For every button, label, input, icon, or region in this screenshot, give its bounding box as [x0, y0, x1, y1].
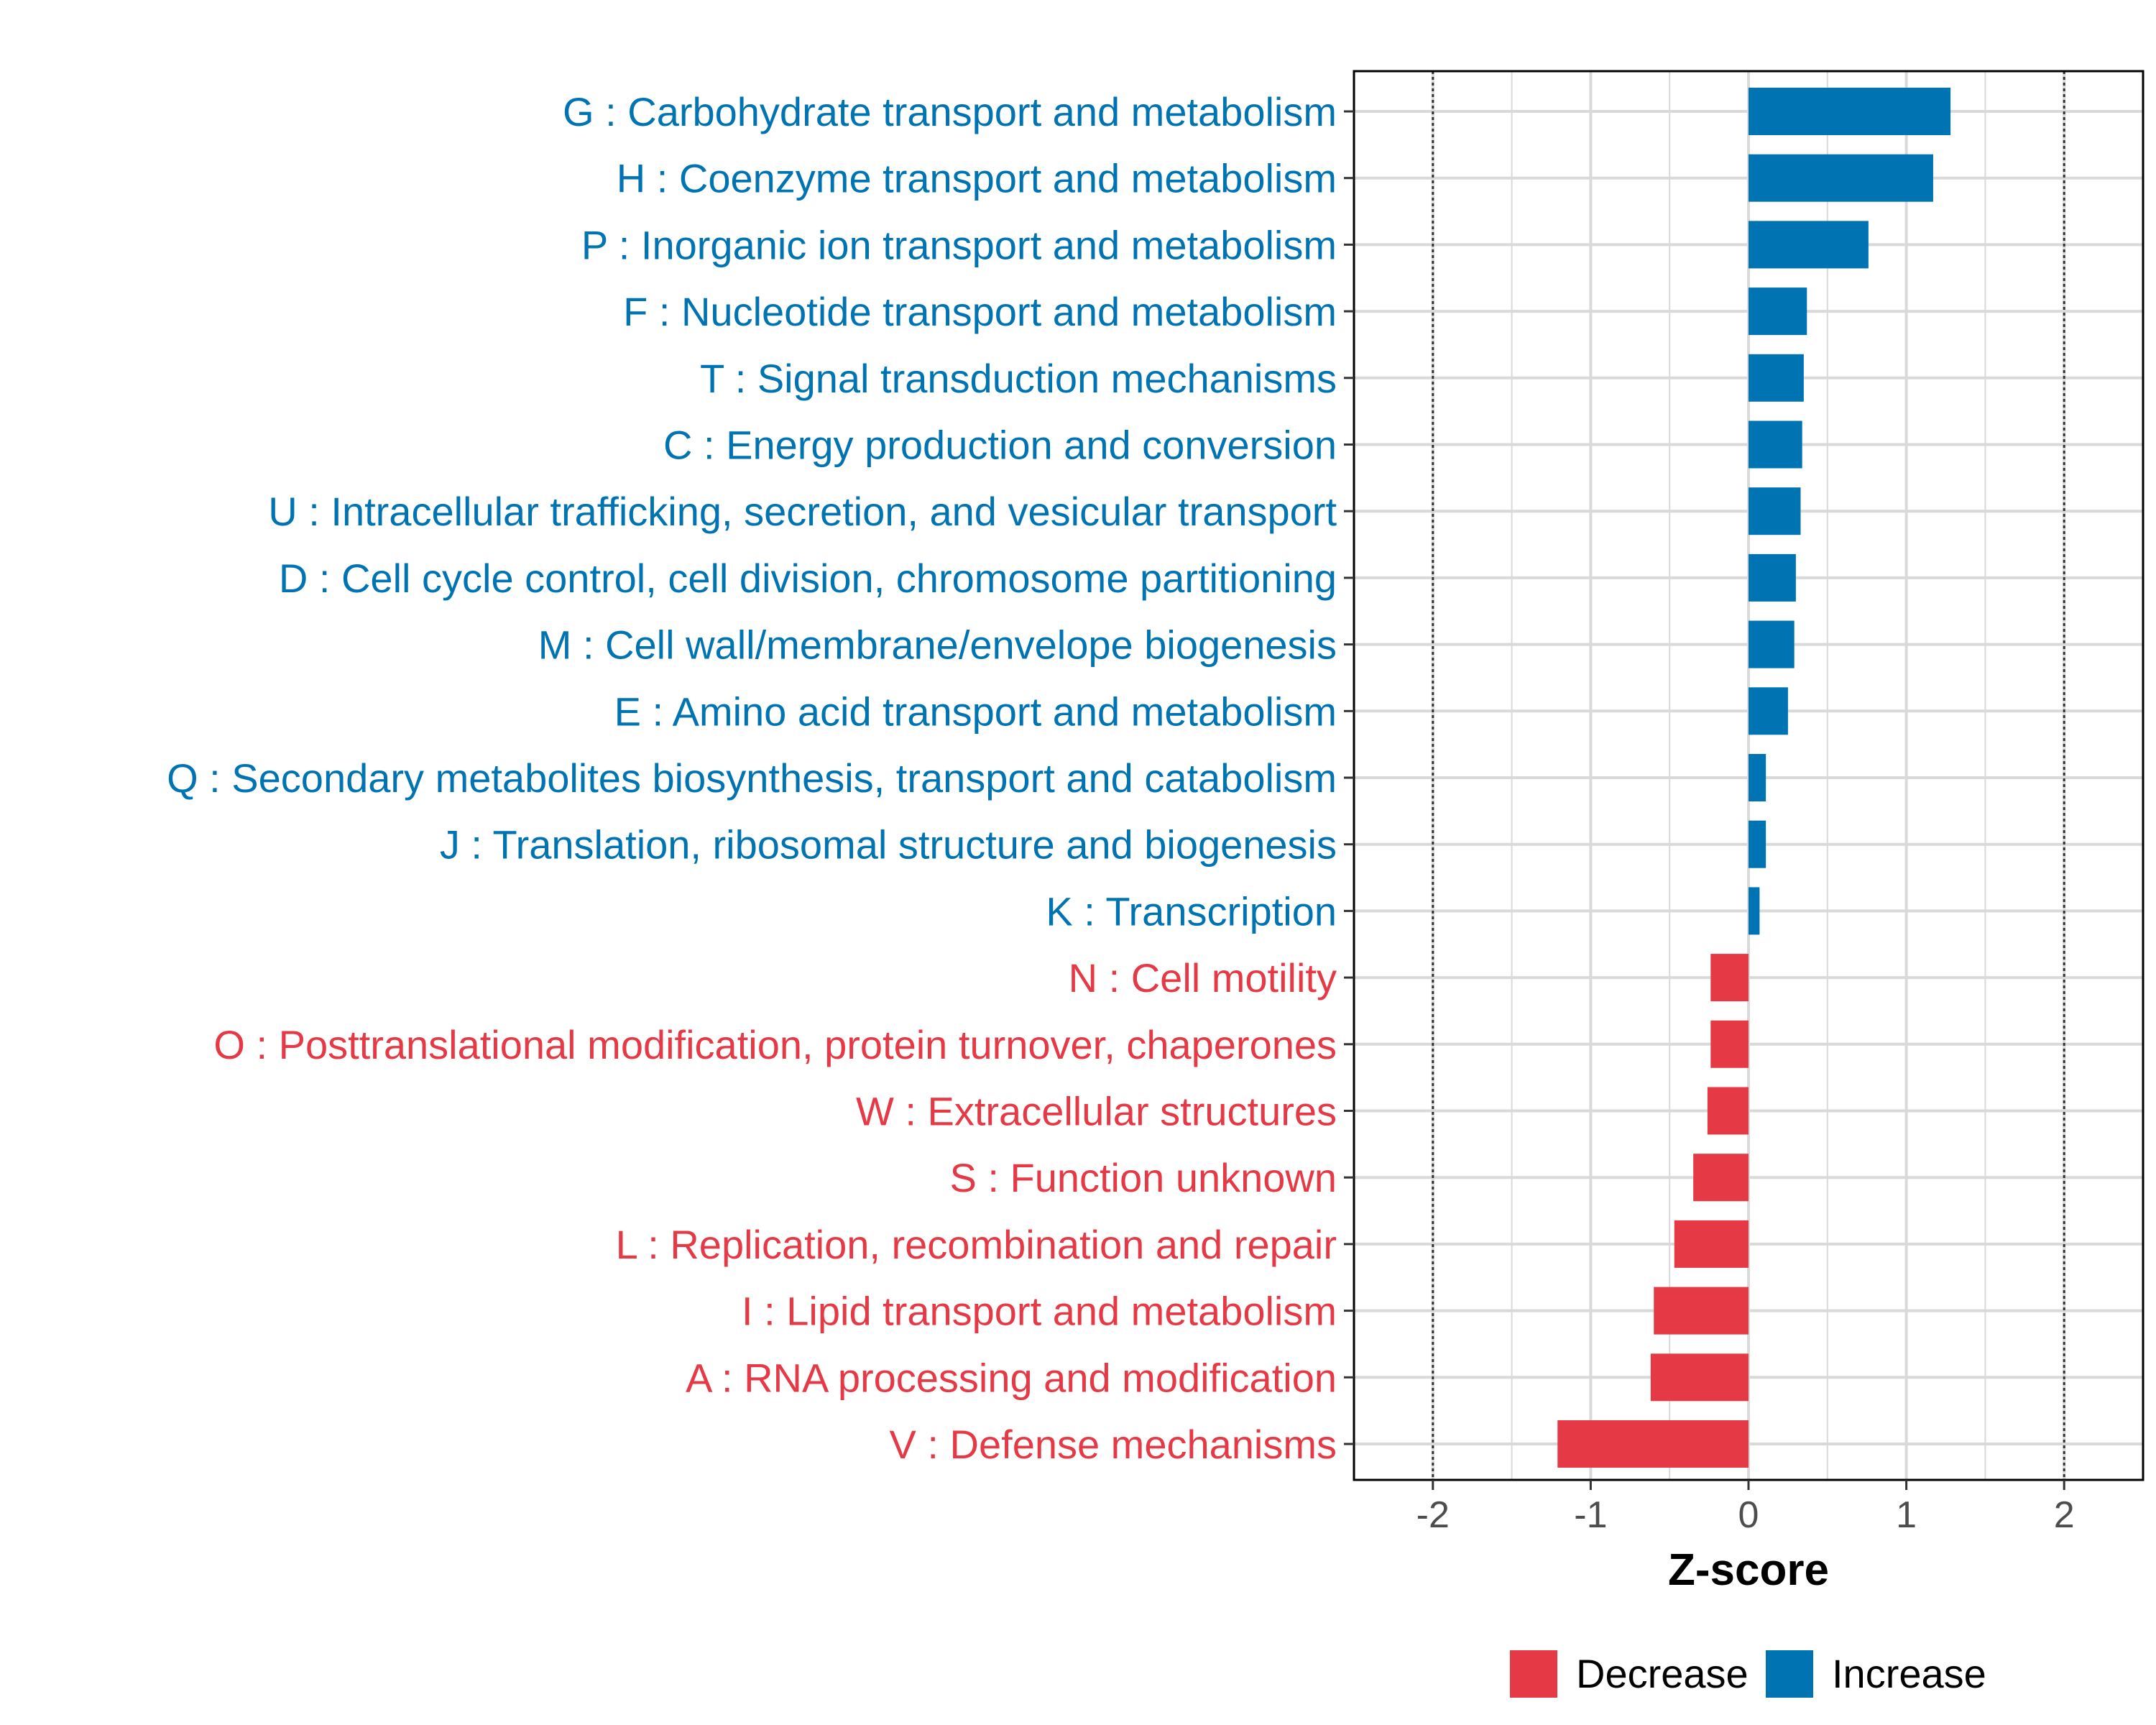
bar-layer	[1557, 88, 1951, 1468]
x-axis-title: Z-score	[1668, 1545, 1829, 1595]
bar	[1749, 487, 1801, 535]
bar	[1707, 1087, 1749, 1135]
bar	[1710, 1020, 1749, 1068]
bar	[1650, 1353, 1749, 1402]
category-label: P : Inorganic ion transport and metaboli…	[581, 222, 1337, 267]
category-label: I : Lipid transport and metabolism	[742, 1289, 1337, 1334]
category-label: Q : Secondary metabolites biosynthesis, …	[167, 755, 1337, 801]
bar	[1749, 620, 1795, 668]
legend: Decrease Increase	[1510, 1650, 1986, 1698]
bar	[1749, 88, 1951, 135]
x-tick-label: -1	[1574, 1494, 1607, 1536]
category-label: J : Translation, ribosomal structure and…	[440, 822, 1337, 868]
category-label: A : RNA processing and modification	[686, 1355, 1337, 1400]
legend-key	[1510, 1650, 1557, 1698]
x-tick-label: 2	[2054, 1494, 2075, 1536]
category-label: U : Intracellular trafficking, secretion…	[268, 489, 1337, 534]
bar	[1557, 1420, 1749, 1468]
category-label: S : Function unknown	[949, 1155, 1337, 1200]
bar	[1654, 1287, 1749, 1335]
category-label: M : Cell wall/membrane/envelope biogenes…	[538, 622, 1337, 668]
category-label: T : Signal transduction mechanisms	[700, 356, 1337, 401]
legend-label: Increase	[1832, 1651, 1986, 1696]
category-label: L : Replication, recombination and repai…	[616, 1222, 1337, 1267]
bar	[1749, 754, 1766, 801]
legend-label: Decrease	[1576, 1651, 1749, 1696]
category-label: K : Transcription	[1046, 888, 1337, 934]
category-label: C : Energy production and conversion	[663, 423, 1337, 468]
bar	[1749, 420, 1802, 469]
category-label: O : Posttranslational modification, prot…	[213, 1022, 1337, 1067]
bar	[1749, 887, 1760, 935]
x-tick-label: 1	[1896, 1494, 1917, 1536]
x-tick-label: -2	[1416, 1494, 1450, 1536]
category-label: D : Cell cycle control, cell division, c…	[279, 556, 1337, 601]
bar	[1693, 1154, 1749, 1202]
bar	[1749, 820, 1766, 868]
category-label: N : Cell motility	[1069, 955, 1337, 1000]
x-tick-label: 0	[1738, 1494, 1759, 1536]
x-axis-ticks: -2 -1 0 1 2	[1416, 1480, 2075, 1536]
bar	[1749, 354, 1804, 402]
category-label: G : Carbohydrate transport and metabolis…	[563, 89, 1337, 134]
bar	[1749, 687, 1788, 735]
category-label: F : Nucleotide transport and metabolism	[623, 289, 1337, 334]
bar	[1749, 553, 1796, 602]
legend-key	[1766, 1650, 1813, 1698]
bar	[1710, 954, 1749, 1002]
bar	[1749, 221, 1869, 269]
bar	[1749, 288, 1807, 336]
bar	[1674, 1220, 1749, 1268]
bar	[1749, 154, 1933, 202]
category-label: H : Coenzyme transport and metabolism	[617, 156, 1337, 201]
category-label: E : Amino acid transport and metabolism	[614, 689, 1337, 734]
category-labels: G : Carbohydrate transport and metabolis…	[167, 89, 1354, 1467]
category-label: V : Defense mechanisms	[890, 1422, 1337, 1467]
category-label: W : Extracellular structures	[856, 1089, 1337, 1134]
